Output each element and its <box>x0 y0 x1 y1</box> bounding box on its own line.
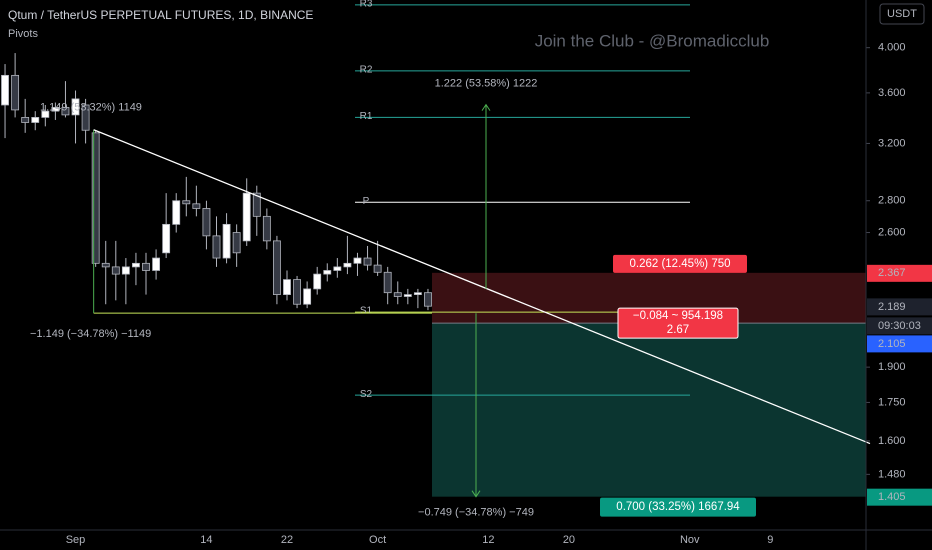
candle-body <box>91 132 100 264</box>
stop-box <box>613 254 747 273</box>
stop-label: 0.262 (12.45%) 750 <box>629 258 730 270</box>
trendline <box>93 129 871 445</box>
center-box <box>617 307 739 339</box>
x-tick-label: 12 <box>482 534 494 546</box>
candle-body <box>403 294 412 297</box>
y-tick-label: 2.600 <box>878 226 906 238</box>
target-box <box>600 497 756 517</box>
candle-body <box>222 223 231 259</box>
y-tick-label: 3.200 <box>878 137 906 149</box>
watermark: Join the Club - @Bromadicclub <box>535 31 770 50</box>
candle-body <box>31 117 40 123</box>
candle-body <box>202 208 211 237</box>
center-label: −0.084 ~ 954.198 <box>633 310 723 322</box>
measure-label: 1.222 (53.58%) 1222 <box>435 78 538 90</box>
pivot-label: S2 <box>360 389 373 400</box>
y-tick-label: 2.800 <box>878 195 906 207</box>
pivot-label: R2 <box>360 64 373 75</box>
candle-body <box>383 271 392 294</box>
candle-body <box>152 257 161 271</box>
arrow-head <box>471 490 481 498</box>
candle-body <box>313 273 322 290</box>
candle-body <box>252 192 261 217</box>
candle-body <box>373 264 382 273</box>
stop-price: 2.367 <box>878 267 906 279</box>
candle-body <box>11 74 20 111</box>
y-tick-label: 3.600 <box>878 87 906 99</box>
measure-label: −0.749 (−34.78%) −749 <box>418 507 534 519</box>
last-price: 2.189 <box>878 301 906 313</box>
candle-body <box>1 74 9 106</box>
candle-body <box>71 98 80 116</box>
x-tick-label: 14 <box>200 534 212 546</box>
currency-button[interactable] <box>879 3 925 25</box>
candle-body <box>232 232 241 254</box>
candle-body <box>212 235 221 259</box>
candle-body <box>343 262 352 268</box>
candle-body <box>242 192 251 242</box>
candle-body <box>41 110 50 118</box>
candle-body <box>323 270 332 275</box>
candle-body <box>182 200 191 205</box>
candle-body <box>393 292 402 297</box>
candle-body <box>111 266 120 275</box>
pivot-label: R3 <box>360 0 373 9</box>
pivot-label: P <box>363 196 370 207</box>
candle-body <box>162 223 171 254</box>
stop-price-bg <box>867 264 932 282</box>
x-tick-label: Nov <box>680 534 700 546</box>
candle-body <box>363 257 372 266</box>
candle-body <box>272 240 281 295</box>
candle-body <box>121 266 130 275</box>
y-tick-label: 1.600 <box>878 435 906 447</box>
candle-body <box>283 279 291 295</box>
target-price-bg <box>867 488 932 506</box>
candle-body <box>61 107 70 116</box>
candle-body <box>262 215 271 242</box>
ratio-label: 2.67 <box>667 324 689 336</box>
candle-body <box>101 262 110 268</box>
pivot-label: R1 <box>360 111 373 122</box>
entry-price: 2.105 <box>878 338 906 350</box>
x-tick-label: 9 <box>767 534 773 546</box>
indicator-name: Pivots <box>8 28 38 40</box>
y-tick-label: 1.480 <box>878 468 906 480</box>
candle-body <box>142 262 150 271</box>
chart-title: Qtum / TetherUS PERPETUAL FUTURES, 1D, B… <box>8 8 313 22</box>
candle-body <box>172 200 181 225</box>
pivot-label: S1 <box>360 306 373 317</box>
y-tick-label: 1.750 <box>878 396 906 408</box>
currency-label[interactable]: USDT <box>887 8 917 20</box>
countdown: 09:30:03 <box>878 320 921 332</box>
entry-price-bg <box>867 335 932 353</box>
candle-body <box>132 262 140 268</box>
target-zone <box>431 323 866 497</box>
candle-body <box>413 292 422 295</box>
countdown-bg <box>867 317 932 335</box>
candle-body <box>293 279 301 305</box>
x-tick-label: Sep <box>66 534 86 546</box>
candle-body <box>424 292 432 307</box>
measure-label: 1.149 (53.32%) 1149 <box>40 102 142 114</box>
candle-body <box>333 266 342 271</box>
candle-body <box>303 288 312 305</box>
y-tick-label: 4.000 <box>878 42 906 54</box>
y-tick-label: 1.900 <box>878 361 906 373</box>
target-label: 0.700 (33.25%) 1667.94 <box>616 501 740 513</box>
x-tick-label: Oct <box>369 534 386 546</box>
candle-body <box>192 203 201 209</box>
candle-body <box>51 107 60 112</box>
measure-label: −1.149 (−34.78%) −1149 <box>30 328 151 340</box>
candle-body <box>21 117 30 123</box>
x-tick-label: 22 <box>281 534 293 546</box>
last-price-bg <box>867 298 932 316</box>
x-tick-label: 20 <box>563 534 575 546</box>
arrow-head <box>481 103 491 111</box>
candle-body <box>81 104 90 131</box>
candle-body <box>353 257 362 264</box>
target-price: 1.405 <box>878 491 906 503</box>
